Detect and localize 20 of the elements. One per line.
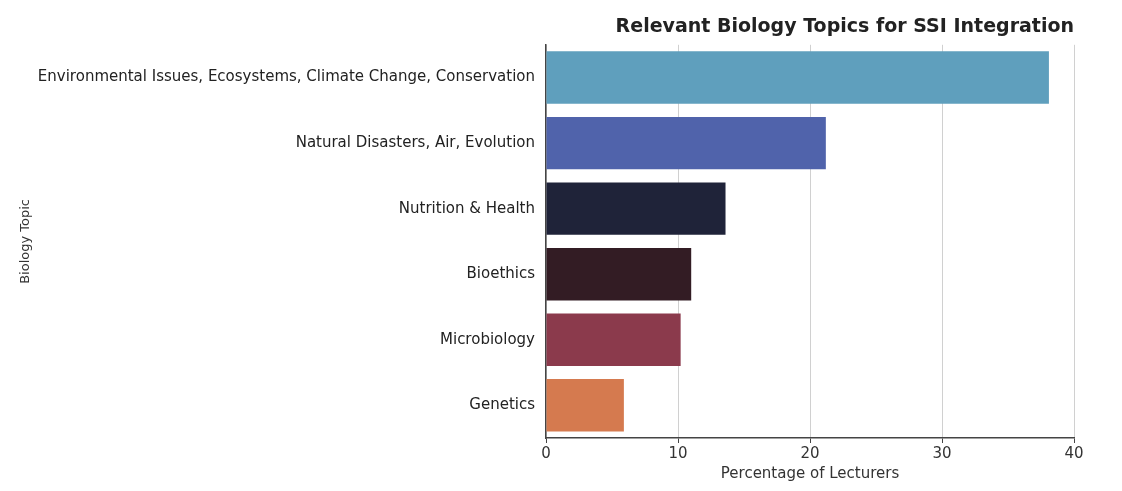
y-tick-label: Bioethics <box>466 264 536 283</box>
x-axis-title: Percentage of Lecturers <box>720 463 900 482</box>
bar <box>546 247 692 301</box>
y-tick-label: Microbiology <box>440 329 536 348</box>
bar <box>546 51 1049 104</box>
x-tick-label: 30 <box>932 443 952 462</box>
bar <box>546 379 624 432</box>
bar <box>546 182 726 235</box>
x-tick-label: 0 <box>541 443 551 462</box>
bar <box>546 313 681 366</box>
bar <box>546 116 826 170</box>
y-tick-label: Environmental Issues, Ecosystems, Climate Change, Conservation <box>37 67 535 86</box>
y-tick-label: Genetics <box>469 395 536 414</box>
x-tick-label: 10 <box>668 443 688 462</box>
y-tick-label: Nutrition & Health <box>398 198 535 217</box>
x-tick-label: 40 <box>1064 443 1084 462</box>
y-tick-label: Natural Disasters, Air, Evolution <box>295 132 535 151</box>
chart-title: Relevant Biology Topics for SSI Integration <box>615 14 1074 37</box>
y-axis-title: Biology Topic <box>17 198 33 284</box>
x-tick-label: 20 <box>800 443 820 462</box>
